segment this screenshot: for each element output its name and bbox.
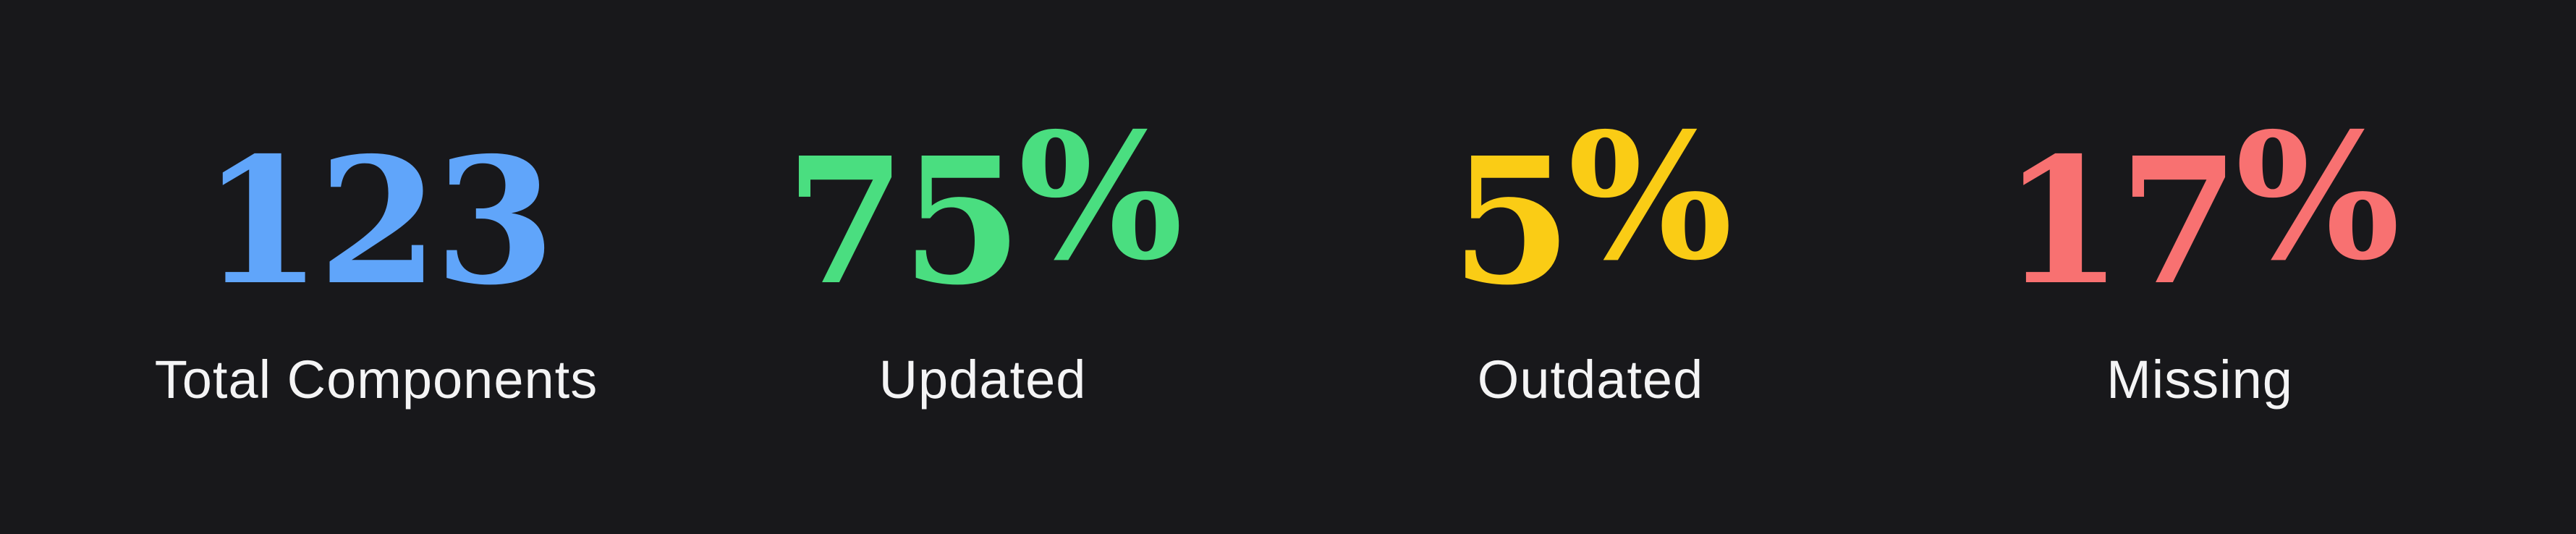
stat-outdated: 5% Outdated: [1229, 0, 1952, 534]
stat-missing-label: Missing: [2106, 349, 2293, 410]
stat-total-components-label: Total Components: [154, 349, 598, 410]
stat-updated-value: 75%: [621, 110, 1344, 323]
stat-total-components-value: 123: [14, 135, 738, 308]
stat-updated: 75% Updated: [621, 0, 1344, 534]
stat-outdated-value: 5%: [1229, 110, 1952, 323]
stat-total-components: 123 Total Components: [14, 0, 738, 534]
stat-updated-number: 75: [784, 119, 1022, 323]
stat-total-components-number: 123: [201, 119, 556, 323]
stat-outdated-label: Outdated: [1477, 349, 1704, 410]
stat-missing-value: 17%: [1838, 110, 2562, 323]
stat-missing-unit: %: [2234, 95, 2400, 299]
stat-outdated-unit: %: [1567, 95, 1732, 299]
stat-missing: 17% Missing: [1838, 0, 2562, 534]
stat-missing-number: 17: [2001, 119, 2240, 323]
stat-updated-unit: %: [1017, 95, 1183, 299]
stat-updated-label: Updated: [878, 349, 1087, 410]
stat-outdated-number: 5: [1451, 119, 1572, 323]
